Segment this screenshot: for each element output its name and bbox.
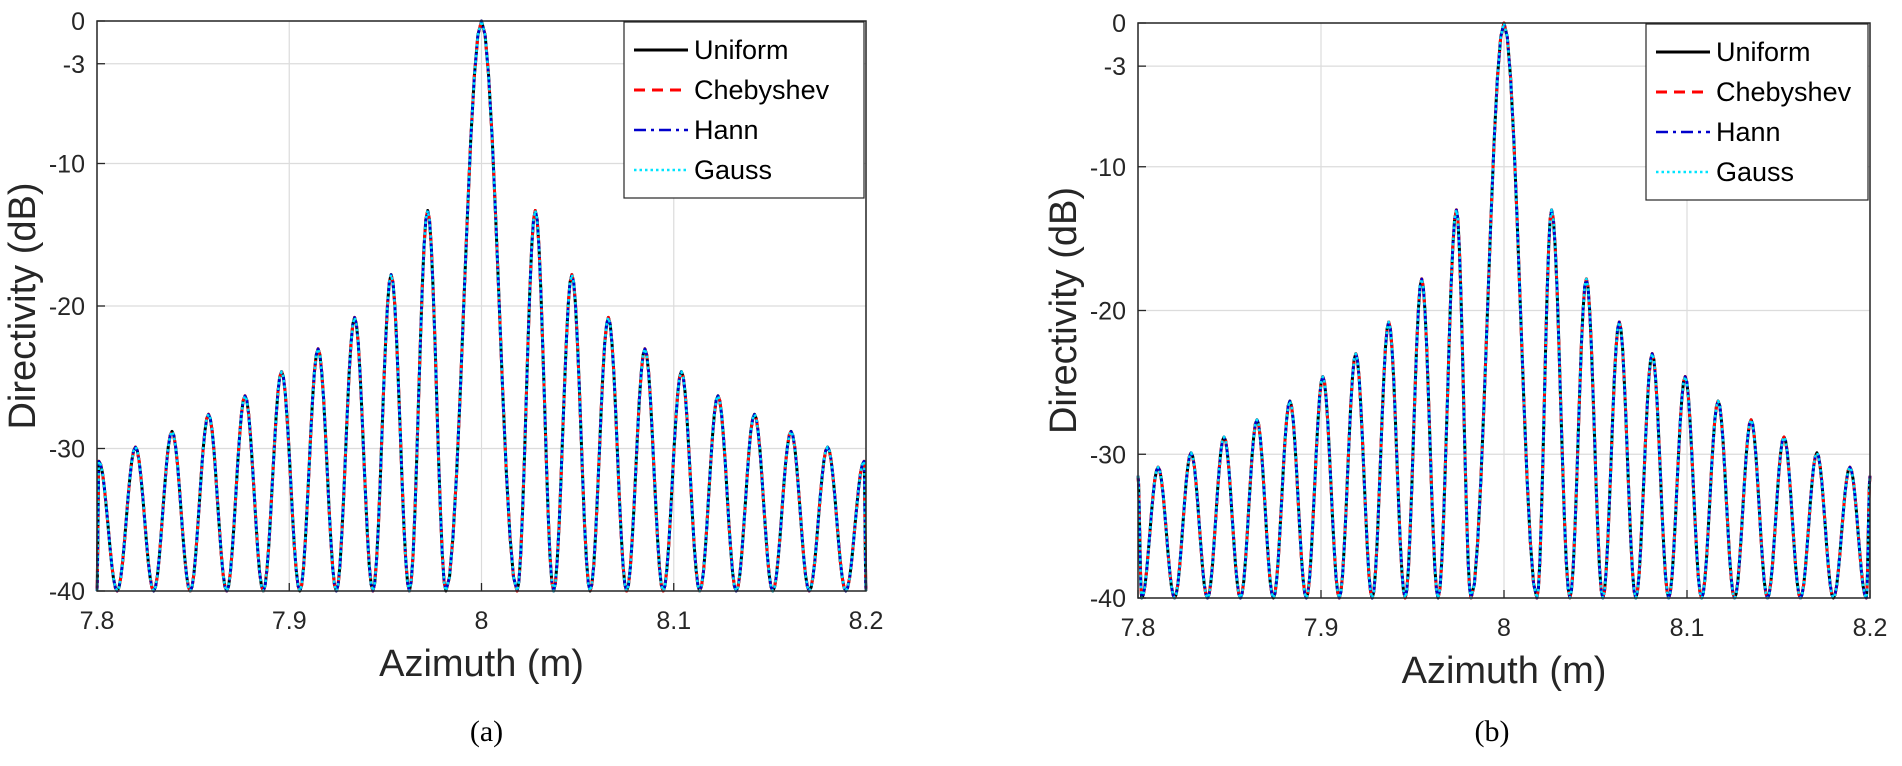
legend-entry-gauss: Gauss (1716, 157, 1794, 187)
legend-entry-chebyshev: Chebyshev (694, 75, 830, 105)
x-tick-label: 8.1 (1670, 614, 1705, 642)
x-axis-ticks: 7.8 7.9 8 8.1 8.2 (1121, 590, 1888, 642)
x-tick-label: 8 (475, 607, 489, 635)
series-line-gauss (95, 19, 868, 593)
legend-entry-uniform: Uniform (1716, 37, 1811, 67)
legend-entry-gauss: Gauss (694, 155, 772, 185)
y-tick-label: -20 (1090, 298, 1126, 326)
y-tick-label: -40 (1090, 585, 1126, 613)
y-tick-label: -30 (49, 436, 85, 464)
x-tick-label: 8.2 (849, 607, 884, 635)
y-tick-label: 0 (71, 8, 85, 36)
y-tick-label: -3 (1104, 53, 1126, 81)
legend-entry-uniform: Uniform (694, 35, 789, 65)
y-tick-label: -20 (49, 293, 85, 321)
y-axis-ticks: 0 -3 -10 -20 -30 -40 (49, 8, 105, 606)
x-tick-label: 8 (1497, 614, 1511, 642)
x-tick-label: 8.2 (1853, 614, 1888, 642)
series-line-hann (1136, 21, 1872, 600)
y-tick-label: -10 (1090, 154, 1126, 182)
x-tick-label: 7.8 (1121, 614, 1156, 642)
x-tick-label: 7.9 (1304, 614, 1339, 642)
y-tick-label: -10 (49, 151, 85, 179)
subfigure-caption: (a) (470, 715, 503, 748)
y-axis-ticks: 0 -3 -10 -20 -30 -40 (1090, 10, 1146, 613)
legend: Uniform Chebyshev Hann Gauss (1645, 23, 1869, 201)
y-axis-label: Directivity (dB) (2, 182, 44, 429)
chart-panel-b: 7.8 7.9 8 8.1 8.2 0 -3 -10 -20 -30 -40 Azimuth (m… (1043, 10, 1887, 748)
y-tick-label: -40 (49, 578, 85, 606)
x-tick-label: 7.8 (80, 607, 115, 635)
legend-entry-chebyshev: Chebyshev (1716, 77, 1852, 107)
x-tick-label: 8.1 (656, 607, 691, 635)
legend: Uniform Chebyshev Hann Gauss (623, 21, 865, 199)
y-axis-label: Directivity (dB) (1043, 187, 1085, 434)
subfigure-caption: (b) (1475, 715, 1510, 748)
chart-panel-a: 7.8 7.9 8 8.1 8.2 0 -3 -10 -20 -30 -40 Azimuth (m… (2, 8, 883, 748)
x-axis-label: Azimuth (m) (1402, 650, 1607, 692)
y-tick-label: -30 (1090, 441, 1126, 469)
series-line-gauss (1136, 21, 1872, 600)
legend-entry-hann: Hann (1716, 117, 1781, 147)
x-axis-ticks: 7.8 7.9 8 8.1 8.2 (80, 583, 884, 635)
x-axis-label: Azimuth (m) (379, 643, 584, 685)
x-tick-label: 7.9 (272, 607, 307, 635)
legend-entry-hann: Hann (694, 115, 759, 145)
y-tick-label: -3 (63, 51, 85, 79)
y-tick-label: 0 (1112, 10, 1126, 38)
